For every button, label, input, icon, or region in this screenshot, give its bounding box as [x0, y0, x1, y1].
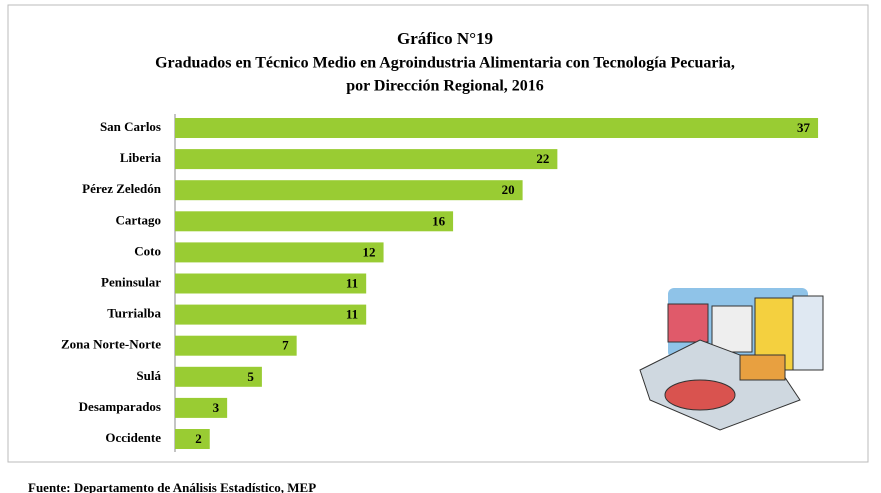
value-label: 5: [247, 369, 254, 384]
clip-shape: [793, 296, 823, 370]
clip-shape: [668, 304, 708, 342]
y-tick-label: Occidente: [105, 430, 161, 445]
value-label: 7: [282, 338, 289, 353]
y-tick-label: Liberia: [120, 150, 162, 165]
y-tick-label: Pérez Zeledón: [82, 181, 162, 196]
bar: [175, 398, 227, 418]
y-tick-label: Coto: [134, 243, 161, 258]
chart-subtitle: por Dirección Regional, 2016: [346, 78, 544, 95]
clip-shape: [712, 306, 752, 352]
value-label: 37: [797, 120, 811, 135]
bar: [175, 149, 557, 169]
clip-shape: [740, 355, 785, 380]
bar: [175, 242, 384, 262]
value-label: 2: [195, 431, 202, 446]
bar: [175, 429, 210, 449]
bar: [175, 118, 818, 138]
value-label: 16: [432, 213, 446, 228]
source-note: Fuente: Departamento de Análisis Estadís…: [28, 480, 316, 493]
clip-shape: [665, 380, 735, 410]
value-label: 22: [536, 151, 549, 166]
y-tick-label: Peninsular: [101, 274, 161, 289]
y-tick-label: Zona Norte-Norte: [61, 337, 161, 352]
y-tick-label: Sulá: [136, 368, 161, 383]
value-label: 3: [213, 400, 220, 415]
y-tick-label: Turrialba: [107, 306, 161, 321]
bar: [175, 211, 453, 231]
chart-subtitle: Graduados en Técnico Medio en Agroindust…: [155, 55, 735, 72]
chart-title: Gráfico N°19: [397, 29, 493, 48]
y-tick-label: San Carlos: [100, 119, 161, 134]
value-label: 20: [502, 182, 515, 197]
y-tick-label: Cartago: [116, 212, 162, 227]
bar: [175, 305, 366, 325]
bar: [175, 274, 366, 294]
value-label: 11: [346, 307, 358, 322]
value-label: 11: [346, 275, 358, 290]
bar: [175, 336, 297, 356]
bar: [175, 180, 523, 200]
y-tick-label: Desamparados: [79, 399, 161, 414]
value-label: 12: [363, 244, 376, 259]
chart: Gráfico N°19 Graduados en Técnico Medio …: [0, 0, 881, 493]
